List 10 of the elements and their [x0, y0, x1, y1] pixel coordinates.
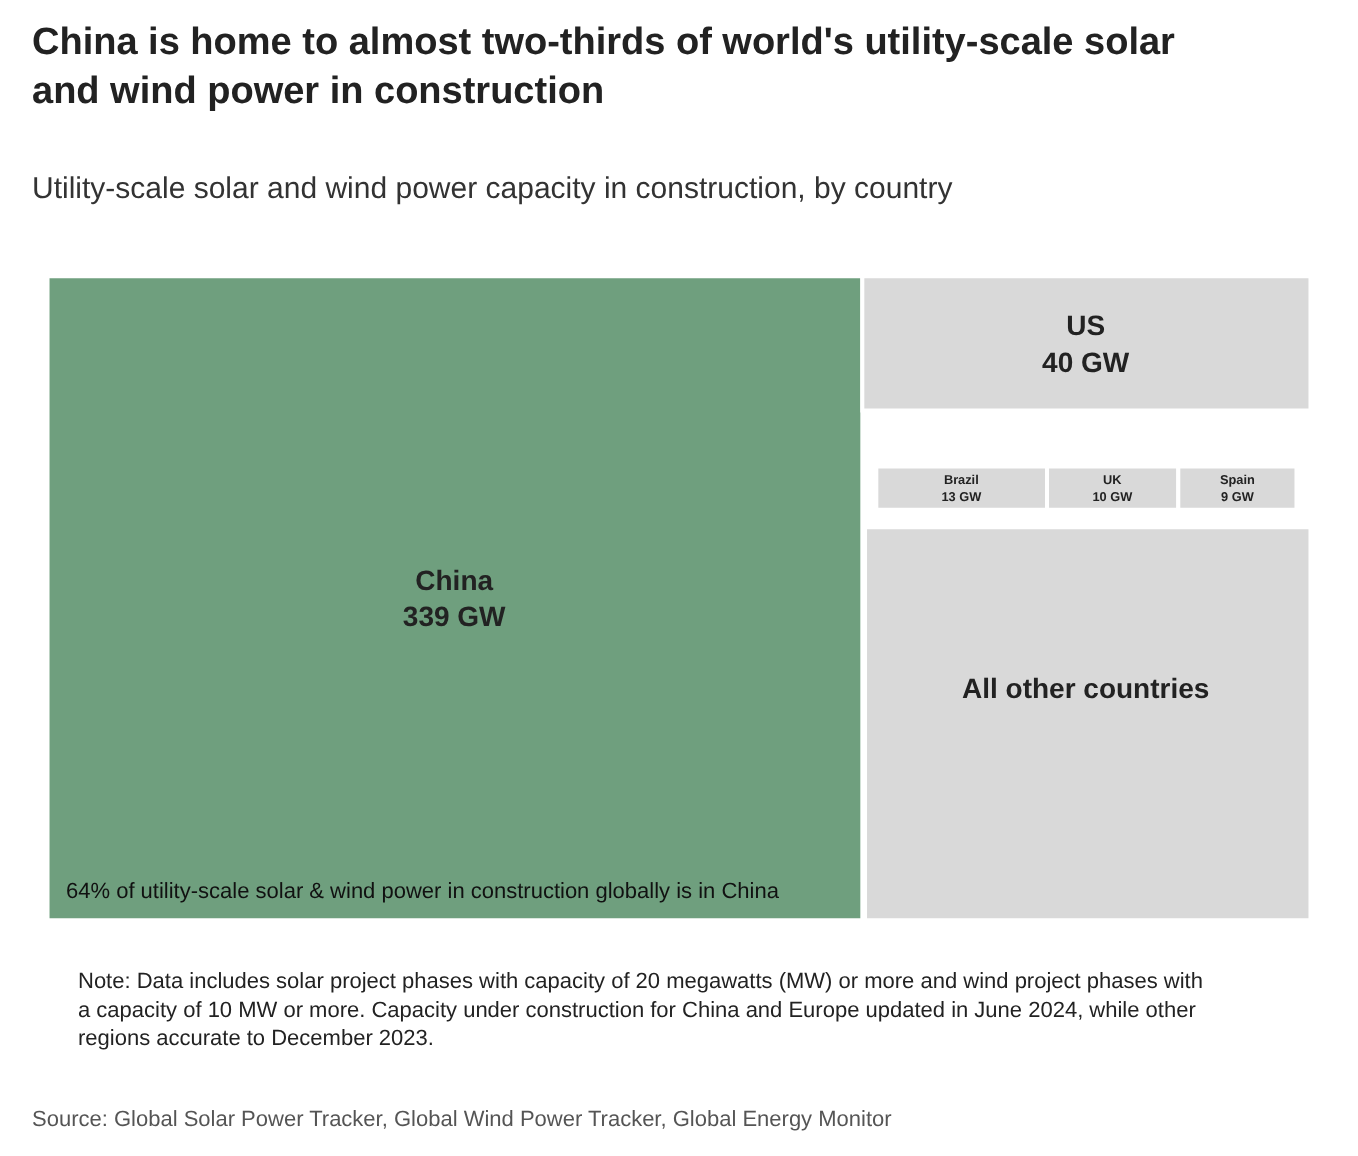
- data-label: 40 GW: [1042, 345, 1131, 378]
- data-label: 339 GW: [402, 600, 508, 633]
- category-label: US: [1066, 309, 1106, 342]
- category-label: China: [415, 564, 494, 597]
- category-label: All other countries: [962, 672, 1210, 704]
- text: Utility-scale solar and wind power capacity in construction, by country: [32, 172, 954, 206]
- source-note: Source: Global Solar Power Tracker, Global Wind Power Tracker, Global Energy Monitor: [32, 1108, 893, 1132]
- text: China is home to almost two-thirds of world's utility-scale solar and wind power in construction: [32, 22, 1177, 114]
- text: 64% of utility-scale solar & wind power in construction globally is in China: [66, 880, 781, 904]
- text: Note: Data includes solar project phases with capacity of 20 megawatts (MW) or more and wind project phases with a capacity of 10 MW or more. Capacity under construction for China and Europe updated in June 2024, while other regions accurate to December 2023.: [78, 970, 1203, 1052]
